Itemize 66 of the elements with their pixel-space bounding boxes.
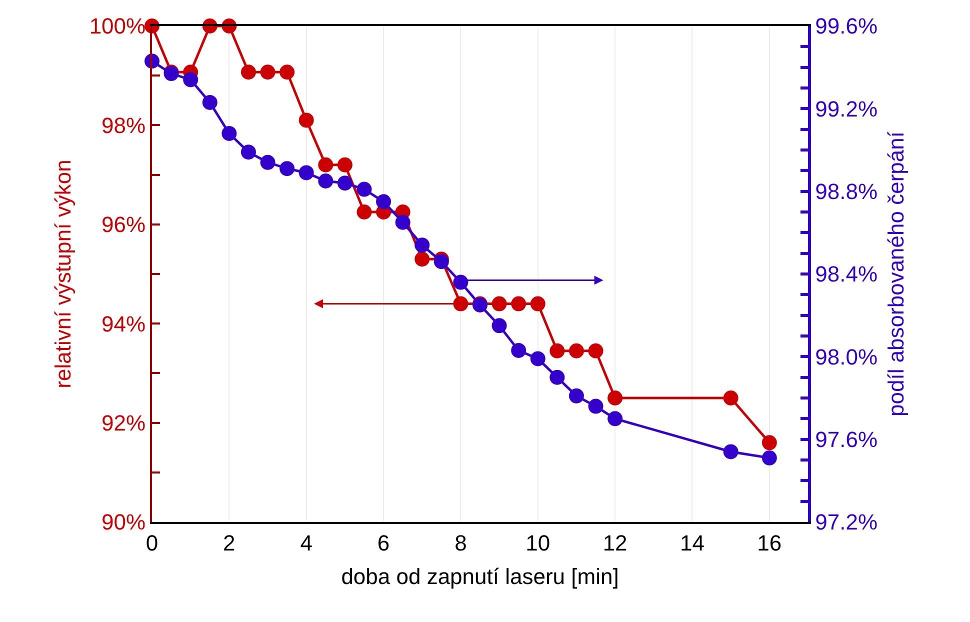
point (318, 174, 334, 188)
point (298, 165, 314, 180)
y2-tick-label: 98.8% (815, 179, 878, 204)
point (414, 238, 430, 253)
point (183, 72, 198, 88)
y2-tick-label: 99.2% (815, 96, 878, 122)
y-tick-label: 98% (102, 112, 146, 138)
point (762, 450, 777, 466)
point (414, 252, 430, 267)
point (453, 296, 468, 312)
point (568, 388, 584, 404)
x-tick-label: 14 (680, 530, 704, 556)
y2-tick-label: 99.6% (815, 14, 878, 39)
x-tick-label: 4 (300, 530, 312, 556)
point (588, 343, 604, 358)
x-tick-label: 8 (454, 530, 467, 556)
point (240, 144, 256, 160)
point (723, 444, 738, 460)
point (356, 182, 372, 197)
x-tick-label: 12 (602, 530, 628, 556)
y-tick-label: 96% (102, 212, 146, 238)
y2-tick-label: 98.4% (815, 262, 878, 287)
point (608, 411, 623, 426)
x-tick-label: 10 (526, 530, 550, 556)
y2-axis-title: podíl absorbovaného čerpání (883, 132, 908, 416)
point (280, 161, 295, 176)
y2-tick-label: 97.2% (815, 510, 878, 535)
point (530, 296, 546, 312)
point (356, 204, 372, 220)
point (395, 214, 410, 230)
point (723, 390, 738, 406)
point (568, 343, 584, 358)
point (222, 126, 237, 141)
point (337, 176, 352, 191)
y2-tick-label: 98.0% (815, 344, 878, 370)
point (492, 318, 507, 334)
point (511, 342, 526, 358)
y-tick-label: 100% (89, 14, 146, 39)
point (298, 112, 314, 128)
point (318, 157, 334, 172)
point (492, 296, 507, 312)
point (260, 154, 276, 170)
point (453, 274, 468, 290)
point (280, 64, 295, 80)
point (376, 194, 392, 210)
point (240, 64, 256, 80)
x-tick-label: 6 (377, 530, 390, 556)
point (511, 296, 526, 312)
point (260, 64, 276, 80)
point (337, 157, 352, 172)
y-tick-label: 94% (102, 311, 146, 336)
x-tick-label: 2 (223, 530, 236, 556)
x-tick-label: 0 (146, 530, 158, 556)
x-tick-label: 16 (757, 530, 782, 556)
point (550, 343, 565, 358)
y-axis-title: relativní výstupní výkon (50, 160, 76, 388)
point (608, 390, 623, 406)
y-tick-label: 92% (102, 410, 146, 436)
point (550, 370, 565, 385)
y-tick-label: 90% (102, 510, 146, 535)
point (588, 398, 604, 414)
point (202, 94, 218, 110)
y2-tick-label: 97.6% (815, 427, 878, 452)
x-axis-title: doba od zapnutí laseru [min] (341, 564, 619, 589)
point (762, 435, 777, 450)
point (530, 351, 546, 366)
